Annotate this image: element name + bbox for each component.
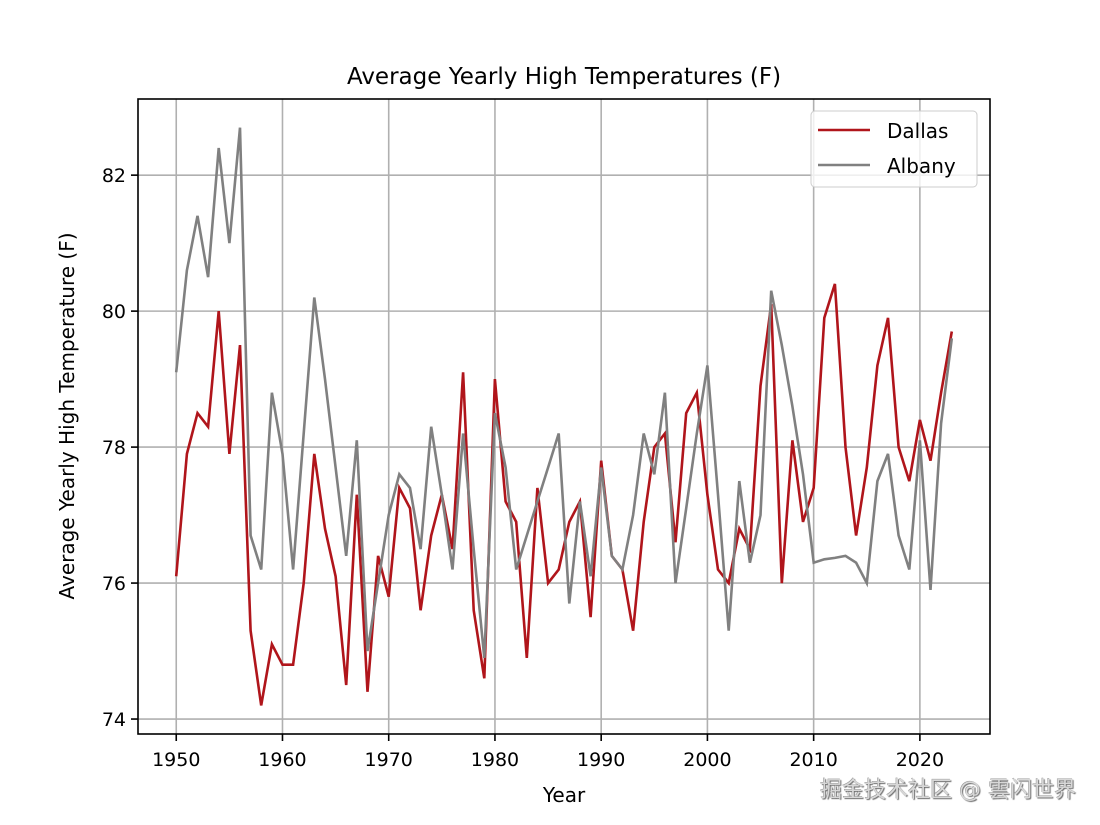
x-tick-label: 2000	[683, 749, 731, 771]
x-tick-label: 1990	[577, 749, 625, 771]
legend-label-albany: Albany	[887, 154, 956, 178]
y-axis-title: Average Yearly High Temperature (F)	[55, 232, 79, 599]
legend: Dallas Albany	[810, 110, 978, 188]
x-tick-label: 2020	[896, 749, 944, 771]
series-line-dallas	[174, 283, 954, 706]
grid	[138, 99, 990, 734]
plot-frame	[137, 98, 991, 735]
y-tick-label: 78	[102, 437, 126, 459]
y-tick-label: 80	[102, 301, 126, 323]
series-lines	[174, 127, 954, 706]
y-tick-label: 82	[102, 165, 126, 187]
x-tick-label: 1960	[258, 749, 306, 771]
series-line-albany	[174, 127, 954, 659]
x-tick-label: 1980	[471, 749, 519, 771]
y-tick-label: 76	[102, 573, 126, 595]
y-tick-label: 74	[102, 709, 126, 731]
y-axis: 74 76 78 80 82	[102, 165, 138, 731]
x-tick-label: 1950	[152, 749, 200, 771]
legend-label-dallas: Dallas	[887, 119, 948, 143]
watermark: 掘金技术社区 @ 雲闪世界	[820, 778, 1076, 803]
x-tick-label: 2010	[789, 749, 837, 771]
x-axis: 1950 1960 1970 1980 1990 2000 2010 2020	[152, 734, 944, 771]
x-tick-label: 1970	[365, 749, 413, 771]
chart-title: Average Yearly High Temperatures (F)	[347, 64, 781, 90]
x-axis-title: Year	[542, 783, 586, 807]
